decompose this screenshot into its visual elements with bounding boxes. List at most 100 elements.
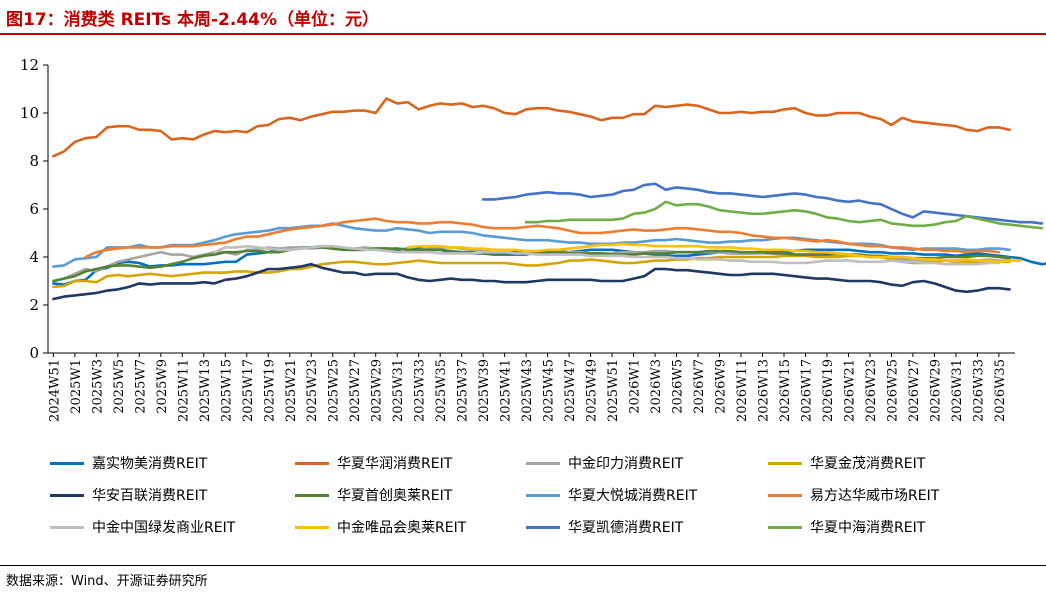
legend-item: 中金印力消费REIT	[526, 452, 683, 474]
legend-swatch	[526, 461, 560, 465]
x-tick-label: 2025W19	[262, 359, 277, 422]
legend-label: 华夏大悦城消费REIT	[568, 488, 698, 504]
x-tick-label: 2025W41	[499, 359, 514, 422]
x-tick-label: 2024W51	[47, 359, 62, 422]
footer-divider	[0, 565, 1046, 566]
legend-swatch	[295, 461, 329, 465]
x-tick-label: 2025W51	[606, 359, 621, 422]
legend-label: 易方达华威市场REIT	[810, 488, 940, 504]
x-tick-label: 2025W47	[563, 359, 578, 422]
x-tick-label: 2025W3	[90, 359, 105, 414]
legend-label: 华夏中海消费REIT	[810, 520, 926, 536]
x-tick-label: 2026W29	[928, 359, 943, 422]
y-tick-label: 0	[29, 344, 39, 362]
y-tick-label: 8	[29, 152, 39, 170]
legend-swatch	[526, 525, 560, 529]
x-tick-label: 2025W43	[520, 359, 535, 422]
x-tick-label: 2025W49	[585, 359, 600, 422]
x-tick-label: 2025W37	[456, 359, 471, 422]
legend-label: 华夏华润消费REIT	[337, 456, 453, 472]
x-tick-label: 2026W33	[971, 359, 986, 422]
x-tick-label: 2025W15	[219, 359, 234, 422]
x-tick-label: 2025W29	[370, 359, 385, 422]
y-tick-label: 6	[29, 200, 39, 218]
x-tick-label: 2025W25	[327, 359, 342, 422]
legend-label: 中金唯品会奥莱REIT	[337, 520, 467, 536]
x-tick-label: 2026W25	[885, 359, 900, 422]
x-tick-label: 2026W5	[671, 359, 686, 414]
legend-label: 中金印力消费REIT	[568, 456, 684, 472]
chart-series	[52, 97, 1046, 301]
series-line-5	[52, 262, 1011, 301]
legend-item: 华安百联消费REIT	[50, 484, 207, 506]
series-line-2	[52, 97, 1011, 158]
y-tick-label: 4	[29, 248, 39, 266]
legend-label: 华安百联消费REIT	[92, 488, 208, 504]
x-tick-label: 2025W21	[284, 359, 299, 422]
legend-item: 华夏首创奥莱REIT	[295, 484, 452, 506]
series-line-9	[213, 244, 1001, 266]
legend-item: 华夏金茂消费REIT	[768, 452, 925, 474]
x-tick-label: 2025W45	[542, 359, 557, 422]
x-tick-label: 2025W39	[477, 359, 492, 422]
legend-label: 中金中国绿发商业REIT	[92, 520, 236, 536]
legend-label: 华夏凯德消费REIT	[568, 520, 684, 536]
series-line-12	[524, 200, 1044, 230]
x-tick-label: 2025W13	[198, 359, 213, 422]
x-tick-label: 2026W1	[628, 359, 643, 414]
legend-item: 中金唯品会奥莱REIT	[295, 516, 466, 538]
x-tick-label: 2025W5	[112, 359, 127, 414]
line-chart: 0 2 4 6 8 10 12 2024W51 2025W1 2025W3 2025W5 2025W7…	[20, 56, 1046, 422]
legend-swatch	[768, 461, 802, 465]
legend-swatch	[295, 525, 329, 529]
x-tick-label: 2026W15	[778, 359, 793, 422]
x-tick-label: 2026W35	[993, 359, 1008, 422]
y-tick-label: 2	[29, 296, 39, 314]
x-tick-label: 2026W3	[649, 359, 664, 414]
legend-swatch	[295, 493, 329, 497]
series-line-8	[84, 217, 1001, 259]
legend-item: 华夏大悦城消费REIT	[526, 484, 697, 506]
chart-axes: 0 2 4 6 8 10 12 2024W51 2025W1 2025W3 2025W5 2025W7…	[20, 56, 1015, 422]
x-tick-label: 2026W31	[950, 359, 965, 422]
x-tick-label: 2026W13	[757, 359, 772, 422]
legend-item: 华夏中海消费REIT	[768, 516, 925, 538]
x-tick-label: 2026W9	[714, 359, 729, 414]
x-tick-label: 2026W7	[692, 359, 707, 414]
x-tick-label: 2025W7	[133, 359, 148, 414]
title-bar: 图17：消费类 REITs 本周-2.44%（单位：元）	[0, 0, 1046, 35]
series-line-11	[481, 182, 1044, 225]
x-tick-label: 2026W27	[907, 359, 922, 422]
legend-item: 华夏凯德消费REIT	[526, 516, 683, 538]
legend-swatch	[50, 461, 84, 465]
y-tick-label: 10	[20, 104, 39, 122]
x-tick-label: 2026W21	[842, 359, 857, 422]
x-tick-label: 2025W27	[348, 359, 363, 422]
x-tick-label: 2026W17	[799, 359, 814, 422]
chart-title: 图17：消费类 REITs 本周-2.44%（单位：元）	[6, 10, 380, 30]
x-tick-label: 2025W35	[434, 359, 449, 422]
x-tick-label: 2025W31	[391, 359, 406, 422]
legend-item: 中金中国绿发商业REIT	[50, 516, 235, 538]
x-tick-label: 2026W19	[821, 359, 836, 422]
legend-item: 易方达华威市场REIT	[768, 484, 939, 506]
x-tick-label: 2025W33	[413, 359, 428, 422]
legend-swatch	[526, 493, 560, 497]
legend-label: 华夏金茂消费REIT	[810, 456, 926, 472]
x-tick-label: 2026W11	[735, 359, 750, 422]
chart-legend: 嘉实物美消费REIT 华夏华润消费REIT 中金印力消费REIT 华夏金茂消费REIT…	[50, 452, 1040, 548]
x-tick-label: 2025W23	[305, 359, 320, 422]
x-tick-label: 2025W11	[176, 359, 191, 422]
source-note: 数据来源：Wind、开源证券研究所	[6, 574, 208, 589]
legend-item: 华夏华润消费REIT	[295, 452, 452, 474]
x-tick-label: 2026W23	[864, 359, 879, 422]
series-line-10	[406, 242, 1022, 264]
legend-label: 华夏首创奥莱REIT	[337, 488, 453, 504]
x-tick-label: 2025W17	[241, 359, 256, 422]
legend-swatch	[50, 525, 84, 529]
legend-swatch	[768, 493, 802, 497]
legend-label: 嘉实物美消费REIT	[92, 456, 208, 472]
legend-item: 嘉实物美消费REIT	[50, 452, 207, 474]
title-divider	[0, 33, 1046, 35]
legend-swatch	[768, 525, 802, 529]
